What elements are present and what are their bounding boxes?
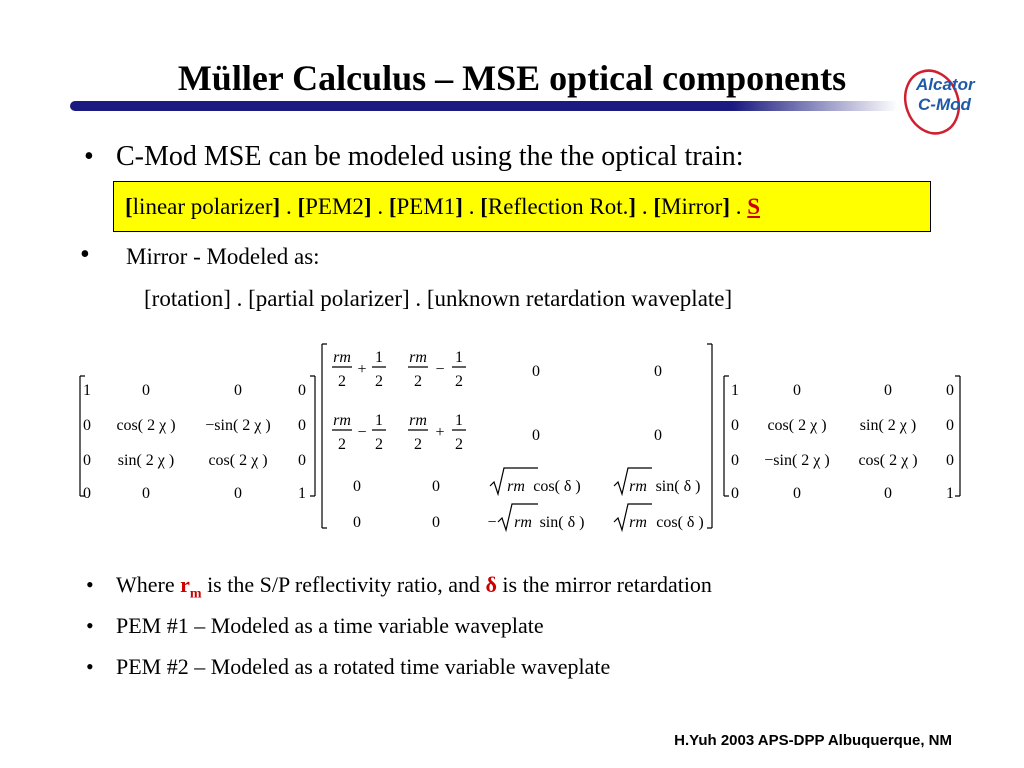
ml-r1c2: 0 xyxy=(142,382,150,399)
mm-zero-32: 0 xyxy=(432,478,440,495)
alcator-cmod-logo: Alcator C-Mod xyxy=(903,69,976,135)
mm-two-22: 2 xyxy=(414,436,422,453)
mr-r2c2: cos( 2 χ ) xyxy=(767,417,826,434)
ml-r4c3: 0 xyxy=(234,485,242,502)
ml-r4c4: 1 xyxy=(298,485,306,502)
mm-rm-12: rm xyxy=(409,349,427,366)
mr-r2c3: sin( 2 χ ) xyxy=(860,417,916,434)
mr-r3c3: cos( 2 χ ) xyxy=(858,452,917,469)
footer-credit: H.Yuh 2003 APS-DPP Albuquerque, NM xyxy=(674,732,952,749)
mr-r4c3: 0 xyxy=(884,485,892,502)
ml-r3c1: 0 xyxy=(83,452,91,469)
mm-rm-34: rm xyxy=(629,478,647,495)
mm-sin-43: sin( δ ) xyxy=(540,514,585,531)
mm-two-11b: 2 xyxy=(375,373,383,390)
ml-r2c4: 0 xyxy=(298,417,306,434)
ml-r3c4: 0 xyxy=(298,452,306,469)
svg-text:Alcator: Alcator xyxy=(915,75,976,94)
mm-one-22: 1 xyxy=(455,412,463,429)
mm-cos-33: cos( δ ) xyxy=(533,478,581,495)
mm-zero-14: 0 xyxy=(654,363,662,380)
mm-two-21b: 2 xyxy=(375,436,383,453)
mm-sin-34: sin( δ ) xyxy=(656,478,701,495)
mr-r2c4: 0 xyxy=(946,417,954,434)
mr-r3c1: 0 xyxy=(731,452,739,469)
bullet-dot: • xyxy=(84,141,94,172)
mm-two-12: 2 xyxy=(414,373,422,390)
mirror-decomposition: [rotation] . [partial polarizer] . [unkn… xyxy=(144,286,733,311)
bullet-mirror: • Mirror - Modeled as: xyxy=(80,239,320,270)
bullet-pem1: • PEM #1 – Modeled as a time variable wa… xyxy=(86,613,544,638)
mm-rm-11: rm xyxy=(333,349,351,366)
mm-one-21: 1 xyxy=(375,412,383,429)
mm-minus-21: − xyxy=(357,424,366,441)
mm-plus-11: + xyxy=(357,361,366,378)
bullet-dot: • xyxy=(86,572,94,597)
mr-r3c2: −sin( 2 χ ) xyxy=(764,452,829,469)
ml-r3c3: cos( 2 χ ) xyxy=(208,452,267,469)
mm-two-11: 2 xyxy=(338,373,346,390)
bullet-optical-train: • C-Mod MSE can be modeled using the the… xyxy=(84,141,744,172)
ml-r1c4: 0 xyxy=(298,382,306,399)
mm-neg-43: − xyxy=(487,514,496,531)
ml-r1c3: 0 xyxy=(234,382,242,399)
svg-text:C-Mod: C-Mod xyxy=(918,95,971,114)
mm-rm-43: rm xyxy=(514,514,532,531)
title-rule xyxy=(70,101,898,111)
mm-zero-31: 0 xyxy=(353,478,361,495)
mm-cos-44: cos( δ ) xyxy=(656,514,704,531)
delta-symbol: δ xyxy=(485,572,497,597)
slide-title: Müller Calculus – MSE optical components xyxy=(177,58,847,98)
mm-one-12: 1 xyxy=(455,349,463,366)
mm-zero-24: 0 xyxy=(654,427,662,444)
mr-r4c2: 0 xyxy=(793,485,801,502)
mm-rm-44: rm xyxy=(629,514,647,531)
ml-r3c2: sin( 2 χ ) xyxy=(118,452,174,469)
mr-r1c1: 1 xyxy=(731,382,739,399)
mm-two-21: 2 xyxy=(338,436,346,453)
mm-zero-42: 0 xyxy=(432,514,440,531)
mr-r1c4: 0 xyxy=(946,382,954,399)
bullet-dot: • xyxy=(86,654,94,679)
mueller-matrix-equation: 1 0 0 0 0 cos( 2 χ ) −sin( 2 χ ) 0 0 sin… xyxy=(79,343,961,533)
mm-zero-41: 0 xyxy=(353,514,361,531)
mm-rm-22: rm xyxy=(409,412,427,429)
mm-zero-13: 0 xyxy=(532,363,540,380)
ml-r2c2: cos( 2 χ ) xyxy=(116,417,175,434)
mr-r3c4: 0 xyxy=(946,452,954,469)
mr-r4c1: 0 xyxy=(731,485,739,502)
mm-rm-33: rm xyxy=(507,478,525,495)
mr-r1c2: 0 xyxy=(793,382,801,399)
mm-plus-22: + xyxy=(435,424,444,441)
optical-train-box: [linear polarizer] . [PEM2] . [PEM1] . [… xyxy=(113,181,931,232)
mm-two-22b: 2 xyxy=(455,436,463,453)
mm-one-11: 1 xyxy=(375,349,383,366)
mm-minus-12: − xyxy=(435,361,444,378)
mr-r2c1: 0 xyxy=(731,417,739,434)
bullet-dot: • xyxy=(86,613,94,638)
bullet-dot: • xyxy=(80,239,90,270)
ml-r1c1: 1 xyxy=(83,382,91,399)
ml-r2c1: 0 xyxy=(83,417,91,434)
mr-r4c4: 1 xyxy=(946,485,954,502)
rm-symbol: r xyxy=(180,572,190,597)
mm-rm-21: rm xyxy=(333,412,351,429)
bullet-pem2: • PEM #2 – Modeled as a rotated time var… xyxy=(86,654,611,679)
ml-r4c1: 0 xyxy=(83,485,91,502)
rm-subscript: m xyxy=(189,586,202,602)
bullet-where: • Where rm is the S/P reflectivity ratio… xyxy=(86,572,712,602)
ml-r4c2: 0 xyxy=(142,485,150,502)
mm-zero-23: 0 xyxy=(532,427,540,444)
ml-r2c3: −sin( 2 χ ) xyxy=(205,417,270,434)
mm-two-12b: 2 xyxy=(455,373,463,390)
mr-r1c3: 0 xyxy=(884,382,892,399)
stokes-vector-s: S xyxy=(747,194,761,219)
